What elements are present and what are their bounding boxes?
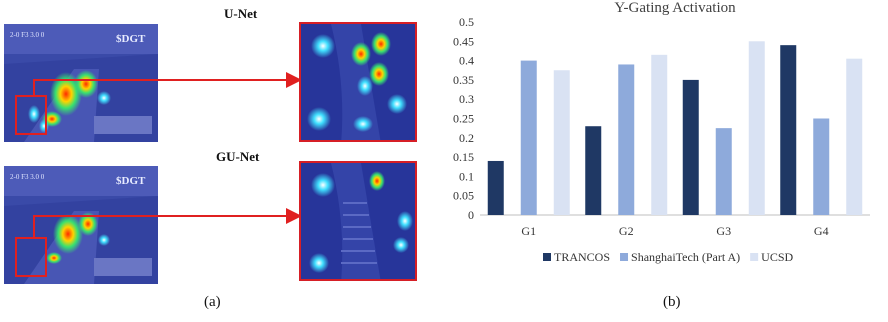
y-gating-bar-chart: Y-Gating Activation 0 0.05 0.1 0.15 0.2 0.25 0.…: [453, 0, 870, 264]
y-tick-label: 0.25: [453, 112, 474, 126]
bar-g2-0: [585, 126, 602, 215]
y-tick-label: 0.35: [453, 73, 474, 87]
gunet-zoom-crop: [299, 161, 417, 281]
highlight-box: [15, 237, 47, 277]
legend-swatch: [620, 253, 629, 261]
x-tick-label: G2: [619, 224, 634, 238]
legend-label: ShanghaiTech (Part A): [631, 250, 740, 264]
dgt-logo: $DGT: [116, 175, 146, 187]
frame-code: 2-0 F3 3.0 0: [10, 31, 45, 39]
legend-swatch: [543, 253, 551, 261]
arrow-top: [33, 72, 302, 96]
bar-g1-0: [487, 160, 504, 215]
unet-density-frame: 2-0 F3 3.0 0 $DGT: [4, 24, 158, 142]
gunet-title: GU-Net: [216, 149, 260, 164]
dgt-logo: $DGT: [116, 33, 146, 45]
chart-title: Y-Gating Activation: [614, 0, 736, 16]
bar-g4-1: [813, 118, 830, 215]
arrow-bottom: [33, 208, 302, 238]
bar-g1-2: [553, 70, 570, 215]
unet-title: U-Net: [224, 6, 258, 21]
x-tick-label: G1: [521, 224, 536, 238]
x-tick-label: G4: [814, 224, 829, 238]
bar-g2-2: [651, 54, 668, 216]
y-tick-label: 0.3: [459, 92, 474, 106]
bar-g4-2: [846, 58, 863, 215]
bar-g1-1: [520, 60, 537, 215]
frame-code: 2-0 F3 3.0 0: [10, 173, 45, 181]
bar-g4-0: [780, 45, 797, 215]
y-tick-label: 0.4: [459, 54, 474, 68]
bar-g3-0: [682, 79, 699, 216]
bar-g3-1: [715, 128, 732, 215]
bar-g2-1: [618, 64, 635, 216]
zoom-arrows: [33, 72, 302, 238]
panel-b-label: (b): [663, 294, 681, 310]
x-tick-label: G3: [716, 224, 731, 238]
legend-label: TRANCOS: [554, 250, 610, 264]
unet-zoom-crop: [299, 22, 417, 142]
gunet-density-frame: 2-0 F3 3.0 0 $DGT: [4, 166, 158, 284]
y-tick-label: 0.45: [453, 34, 474, 48]
y-tick-label: 0.5: [459, 15, 474, 29]
panel-a-label: (a): [204, 294, 221, 310]
legend-label: UCSD: [761, 250, 793, 264]
y-tick-label: 0.05: [453, 189, 474, 203]
bar-g3-2: [748, 41, 765, 215]
y-tick-label: 0.15: [453, 150, 474, 164]
y-tick-label: 0.1: [459, 169, 474, 183]
y-tick-label: 0.2: [459, 131, 474, 145]
highlight-box: [15, 95, 47, 135]
y-tick-label: 0: [468, 208, 474, 222]
legend-swatch: [750, 253, 759, 261]
